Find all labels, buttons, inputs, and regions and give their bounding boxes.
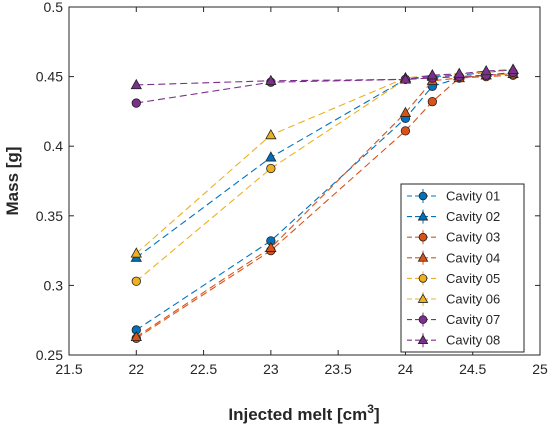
legend-item: Cavity 02: [407, 209, 500, 224]
plot-frame: [68, 6, 541, 356]
legend-item: Cavity 08: [407, 333, 500, 348]
data-point: [480, 64, 492, 76]
legend-label: Cavity 01: [446, 189, 500, 204]
legend-marker: [418, 191, 428, 201]
legend-item: Cavity 06: [407, 292, 500, 307]
data-point: [265, 241, 277, 252]
x-tick-label: 21.5: [55, 361, 82, 377]
legend-label: Cavity 05: [446, 271, 500, 286]
legend-label: Cavity 04: [446, 250, 500, 265]
legend-box: [400, 183, 525, 353]
y-tick-label: 0.4: [44, 138, 64, 154]
y-tick-label: 0.3: [44, 277, 64, 293]
legend-marker: [417, 210, 429, 221]
data-point: [130, 78, 142, 90]
legend-marker: [418, 315, 428, 324]
legend-marker: [417, 293, 429, 303]
y-tick-label: 0.45: [36, 69, 63, 85]
x-tick-label: 22.5: [190, 361, 217, 377]
x-axis-title: Injected melt [cm3]: [228, 402, 379, 424]
legend-marker: [418, 274, 428, 283]
data-point: [399, 106, 412, 117]
data-point: [131, 98, 141, 108]
x-tick-label: 22: [128, 361, 144, 377]
y-tick-label: 0.25: [36, 347, 63, 363]
data-point: [453, 67, 465, 78]
data-point: [130, 330, 142, 342]
data-point: [400, 126, 411, 136]
legend: Cavity 01 Cavity 02 Cavity 03 Cavity 04 Cavi…: [400, 183, 525, 353]
x-tick-label: 24: [398, 361, 414, 377]
y-tick-label: 0.5: [44, 0, 64, 15]
legend-label: Cavity 07: [446, 312, 500, 327]
y-tick-label: 0.35: [36, 208, 63, 224]
data-point: [265, 151, 277, 162]
x-tick-label: 23.5: [325, 361, 352, 377]
legend-item: Cavity 04: [407, 250, 500, 265]
legend-label: Cavity 08: [446, 333, 500, 348]
series-layer: [130, 63, 519, 343]
legend-item: Cavity 03: [407, 230, 500, 245]
legend-item: Cavity 01: [407, 189, 500, 204]
data-point: [131, 276, 141, 286]
legend-item: Cavity 05: [407, 271, 500, 286]
x-tick-label: 23: [263, 361, 279, 377]
y-axis-title: Mass [g]: [3, 147, 22, 216]
data-point: [265, 74, 277, 85]
data-point: [507, 63, 519, 74]
ticks-layer: 21.5 22 22.5 23 23.5 24 24.5 25 0.25 0.3 0.35 0.4 0.…: [36, 0, 548, 377]
legend-label: Cavity 06: [446, 292, 500, 307]
series-8: [130, 63, 519, 90]
legend-item: Cavity 07: [407, 312, 500, 327]
data-point: [266, 163, 276, 174]
data-point: [427, 97, 437, 107]
legend-marker: [418, 232, 428, 242]
data-point: [426, 69, 439, 80]
data-point: [265, 128, 277, 140]
data-point: [399, 73, 412, 84]
legend-label: Cavity 03: [446, 230, 500, 245]
x-tick-label: 24.5: [459, 361, 486, 377]
legend-marker: [417, 334, 429, 345]
x-tick-label: 25: [532, 361, 548, 377]
legend-label: Cavity 02: [446, 209, 500, 224]
data-point: [130, 247, 142, 258]
legend-marker: [417, 252, 429, 262]
